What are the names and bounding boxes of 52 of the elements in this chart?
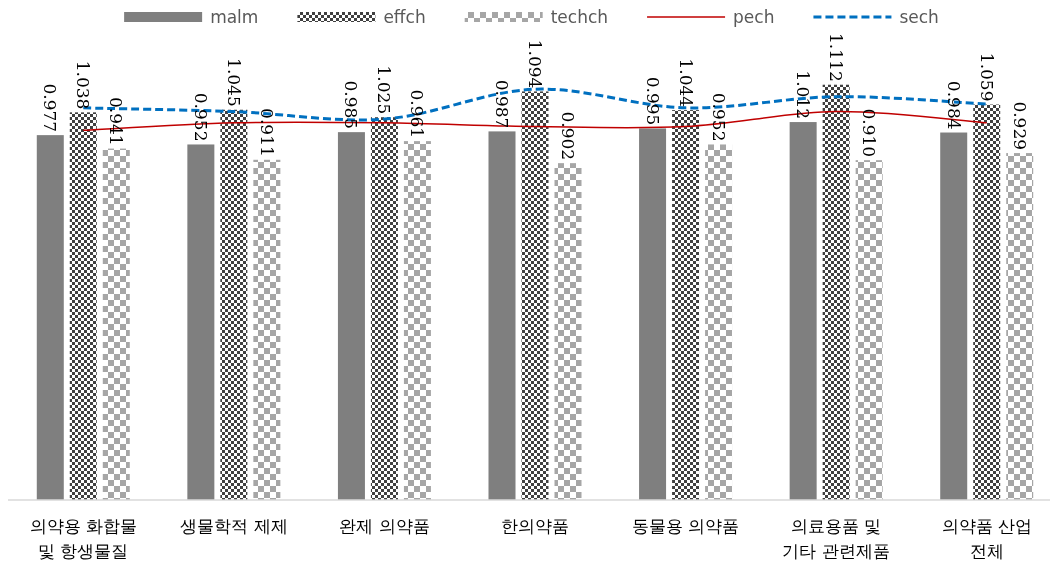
data-label: 1.044 <box>675 58 696 108</box>
bar <box>822 84 850 500</box>
data-label: 0.952 <box>190 92 211 142</box>
bar <box>789 122 817 500</box>
data-label: 1.045 <box>223 58 244 107</box>
legend-label: effch <box>383 7 426 27</box>
data-label: 0.977 <box>40 83 61 133</box>
bar <box>370 117 398 500</box>
legend-label: techch <box>550 7 609 27</box>
x-tick-label: 의약품 산업 전체 <box>941 516 1032 561</box>
bar <box>521 91 549 500</box>
bar <box>220 109 248 500</box>
bar <box>337 132 365 500</box>
bar <box>1006 153 1034 500</box>
data-label: 0.985 <box>341 80 362 130</box>
bar <box>855 160 883 500</box>
legend-label: sech <box>899 7 939 27</box>
bar <box>69 112 97 500</box>
bar <box>940 132 968 500</box>
data-label: 0.941 <box>106 96 127 146</box>
bar <box>253 159 281 500</box>
bar <box>102 148 130 500</box>
data-label: 0.984 <box>943 80 964 130</box>
data-label: 0.929 <box>1009 101 1030 151</box>
data-label: 0.961 <box>407 89 428 139</box>
x-tick-label: 한의약품 <box>501 516 569 536</box>
bar <box>672 110 700 500</box>
data-label: 1.025 <box>374 65 395 115</box>
bar <box>488 131 516 500</box>
bar <box>36 135 64 500</box>
bar <box>973 104 1001 500</box>
bar <box>639 128 667 500</box>
data-label: 1.012 <box>793 70 814 120</box>
data-label: 0.952 <box>708 92 729 142</box>
bar <box>187 144 215 500</box>
x-tick-label: 의료용품 및 기타 관련제품 <box>782 516 890 561</box>
data-label: 0.995 <box>642 76 663 126</box>
x-tick-label: 완제 의약품 <box>339 516 430 536</box>
data-label: 1.038 <box>73 60 94 110</box>
data-label: 0.910 <box>859 108 880 158</box>
legend-label: pech <box>733 7 775 27</box>
legend-label: malm <box>210 7 259 27</box>
x-tick-label: 동물용 의약품 <box>631 516 740 536</box>
bar <box>705 144 733 500</box>
data-label: 1.094 <box>525 39 545 89</box>
data-label: 0.902 <box>558 111 578 161</box>
data-label: 1.059 <box>976 52 997 102</box>
x-tick-label: 생물학적 제제 <box>180 516 288 536</box>
x-tick-label: 의약용 화합물 및 항생물질 <box>29 516 137 561</box>
data-label: 0.987 <box>492 79 512 129</box>
data-label: 0.911 <box>256 108 277 157</box>
data-label: 1.112 <box>826 33 847 82</box>
